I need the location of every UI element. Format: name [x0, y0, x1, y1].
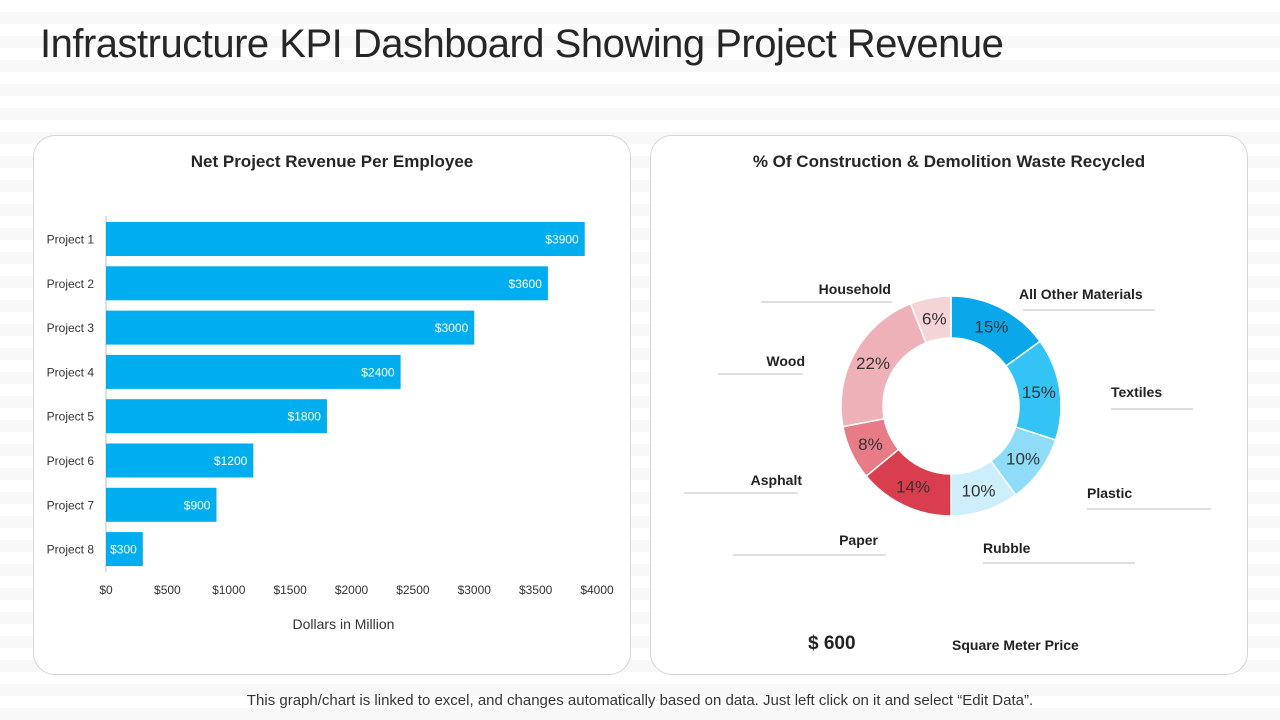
x-axis-label: Dollars in Million — [293, 616, 395, 632]
waste-chart-panel[interactable]: % Of Construction & Demolition Waste Rec… — [650, 135, 1248, 675]
x-tick-label: $0 — [99, 583, 113, 597]
donut-chart-title: % Of Construction & Demolition Waste Rec… — [752, 152, 1146, 171]
bar-1[interactable] — [106, 222, 585, 256]
waste-donut-chart[interactable]: 15% All Other Materials 15% Textiles 10% Plas… — [651, 136, 1249, 676]
bar-3[interactable] — [106, 310, 475, 345]
bar-chart-title: Net Project Revenue Per Employee — [190, 152, 474, 171]
slice-category-label: Asphalt — [751, 472, 803, 488]
revenue-bar-chart[interactable]: $3900 Project 1 $3600 Project 2 $3000 Project… — [34, 136, 632, 676]
bar-6[interactable] — [106, 443, 254, 478]
x-tick-label: $3500 — [519, 583, 553, 597]
slice-category-label: Textiles — [1111, 384, 1162, 400]
bar-value-label: $900 — [184, 498, 211, 512]
slice-category-label: Wood — [766, 353, 805, 369]
x-tick-label: $4000 — [580, 583, 614, 597]
category-label: Project 2 — [47, 277, 95, 291]
bar-8[interactable] — [106, 532, 143, 567]
x-tick-label: $2500 — [396, 583, 430, 597]
slice-percent-label: 15% — [1022, 383, 1056, 402]
slice-category-label: Paper — [839, 532, 878, 548]
slice-percent-label: 10% — [1006, 449, 1040, 468]
slice-percent-label: 14% — [896, 478, 930, 497]
bar-5[interactable] — [106, 399, 327, 434]
bar-value-label: $1800 — [288, 410, 322, 424]
page-title: Infrastructure KPI Dashboard Showing Pro… — [40, 22, 1004, 66]
slice-category-label: Rubble — [983, 540, 1031, 556]
category-label: Project 5 — [47, 410, 95, 424]
category-label: Project 1 — [47, 233, 95, 247]
category-label: Project 4 — [47, 365, 95, 379]
category-label: Project 6 — [47, 454, 95, 468]
bar-7[interactable] — [106, 487, 217, 522]
bar-value-label: $2400 — [361, 365, 395, 379]
slice-category-label: Household — [819, 281, 891, 297]
bar-value-label: $3900 — [545, 233, 579, 247]
footer-note: This graph/chart is linked to excel, and… — [246, 692, 1034, 709]
x-tick-label: $500 — [154, 583, 181, 597]
bar-value-label: $3600 — [509, 277, 543, 291]
slice-category-label: All Other Materials — [1019, 286, 1143, 302]
slice-percent-label: 10% — [961, 482, 995, 501]
category-label: Project 7 — [47, 498, 95, 512]
donut-slice-8[interactable] — [909, 295, 952, 344]
x-tick-label: $1000 — [212, 583, 246, 597]
bar-2[interactable] — [106, 266, 548, 301]
x-tick-label: $3000 — [458, 583, 492, 597]
revenue-chart-panel[interactable]: Net Project Revenue Per Employee $3900 Pr… — [33, 135, 631, 675]
x-tick-label: $1500 — [273, 583, 307, 597]
slice-percent-label: 15% — [974, 318, 1008, 337]
category-label: Project 3 — [47, 321, 95, 335]
slice-percent-label: 8% — [858, 435, 883, 454]
slice-category-label: Plastic — [1087, 485, 1132, 501]
bar-4[interactable] — [106, 354, 401, 389]
category-label: Project 8 — [47, 543, 95, 557]
slice-percent-label: 6% — [922, 310, 947, 329]
bar-value-label: $300 — [110, 543, 137, 557]
slice-percent-label: 22% — [856, 354, 890, 373]
x-tick-label: $2000 — [335, 583, 369, 597]
bar-value-label: $1200 — [214, 454, 248, 468]
square-meter-price-value: $ 600 — [808, 633, 856, 654]
bar-value-label: $3000 — [435, 321, 469, 335]
square-meter-price-label: Square Meter Price — [952, 637, 1079, 653]
